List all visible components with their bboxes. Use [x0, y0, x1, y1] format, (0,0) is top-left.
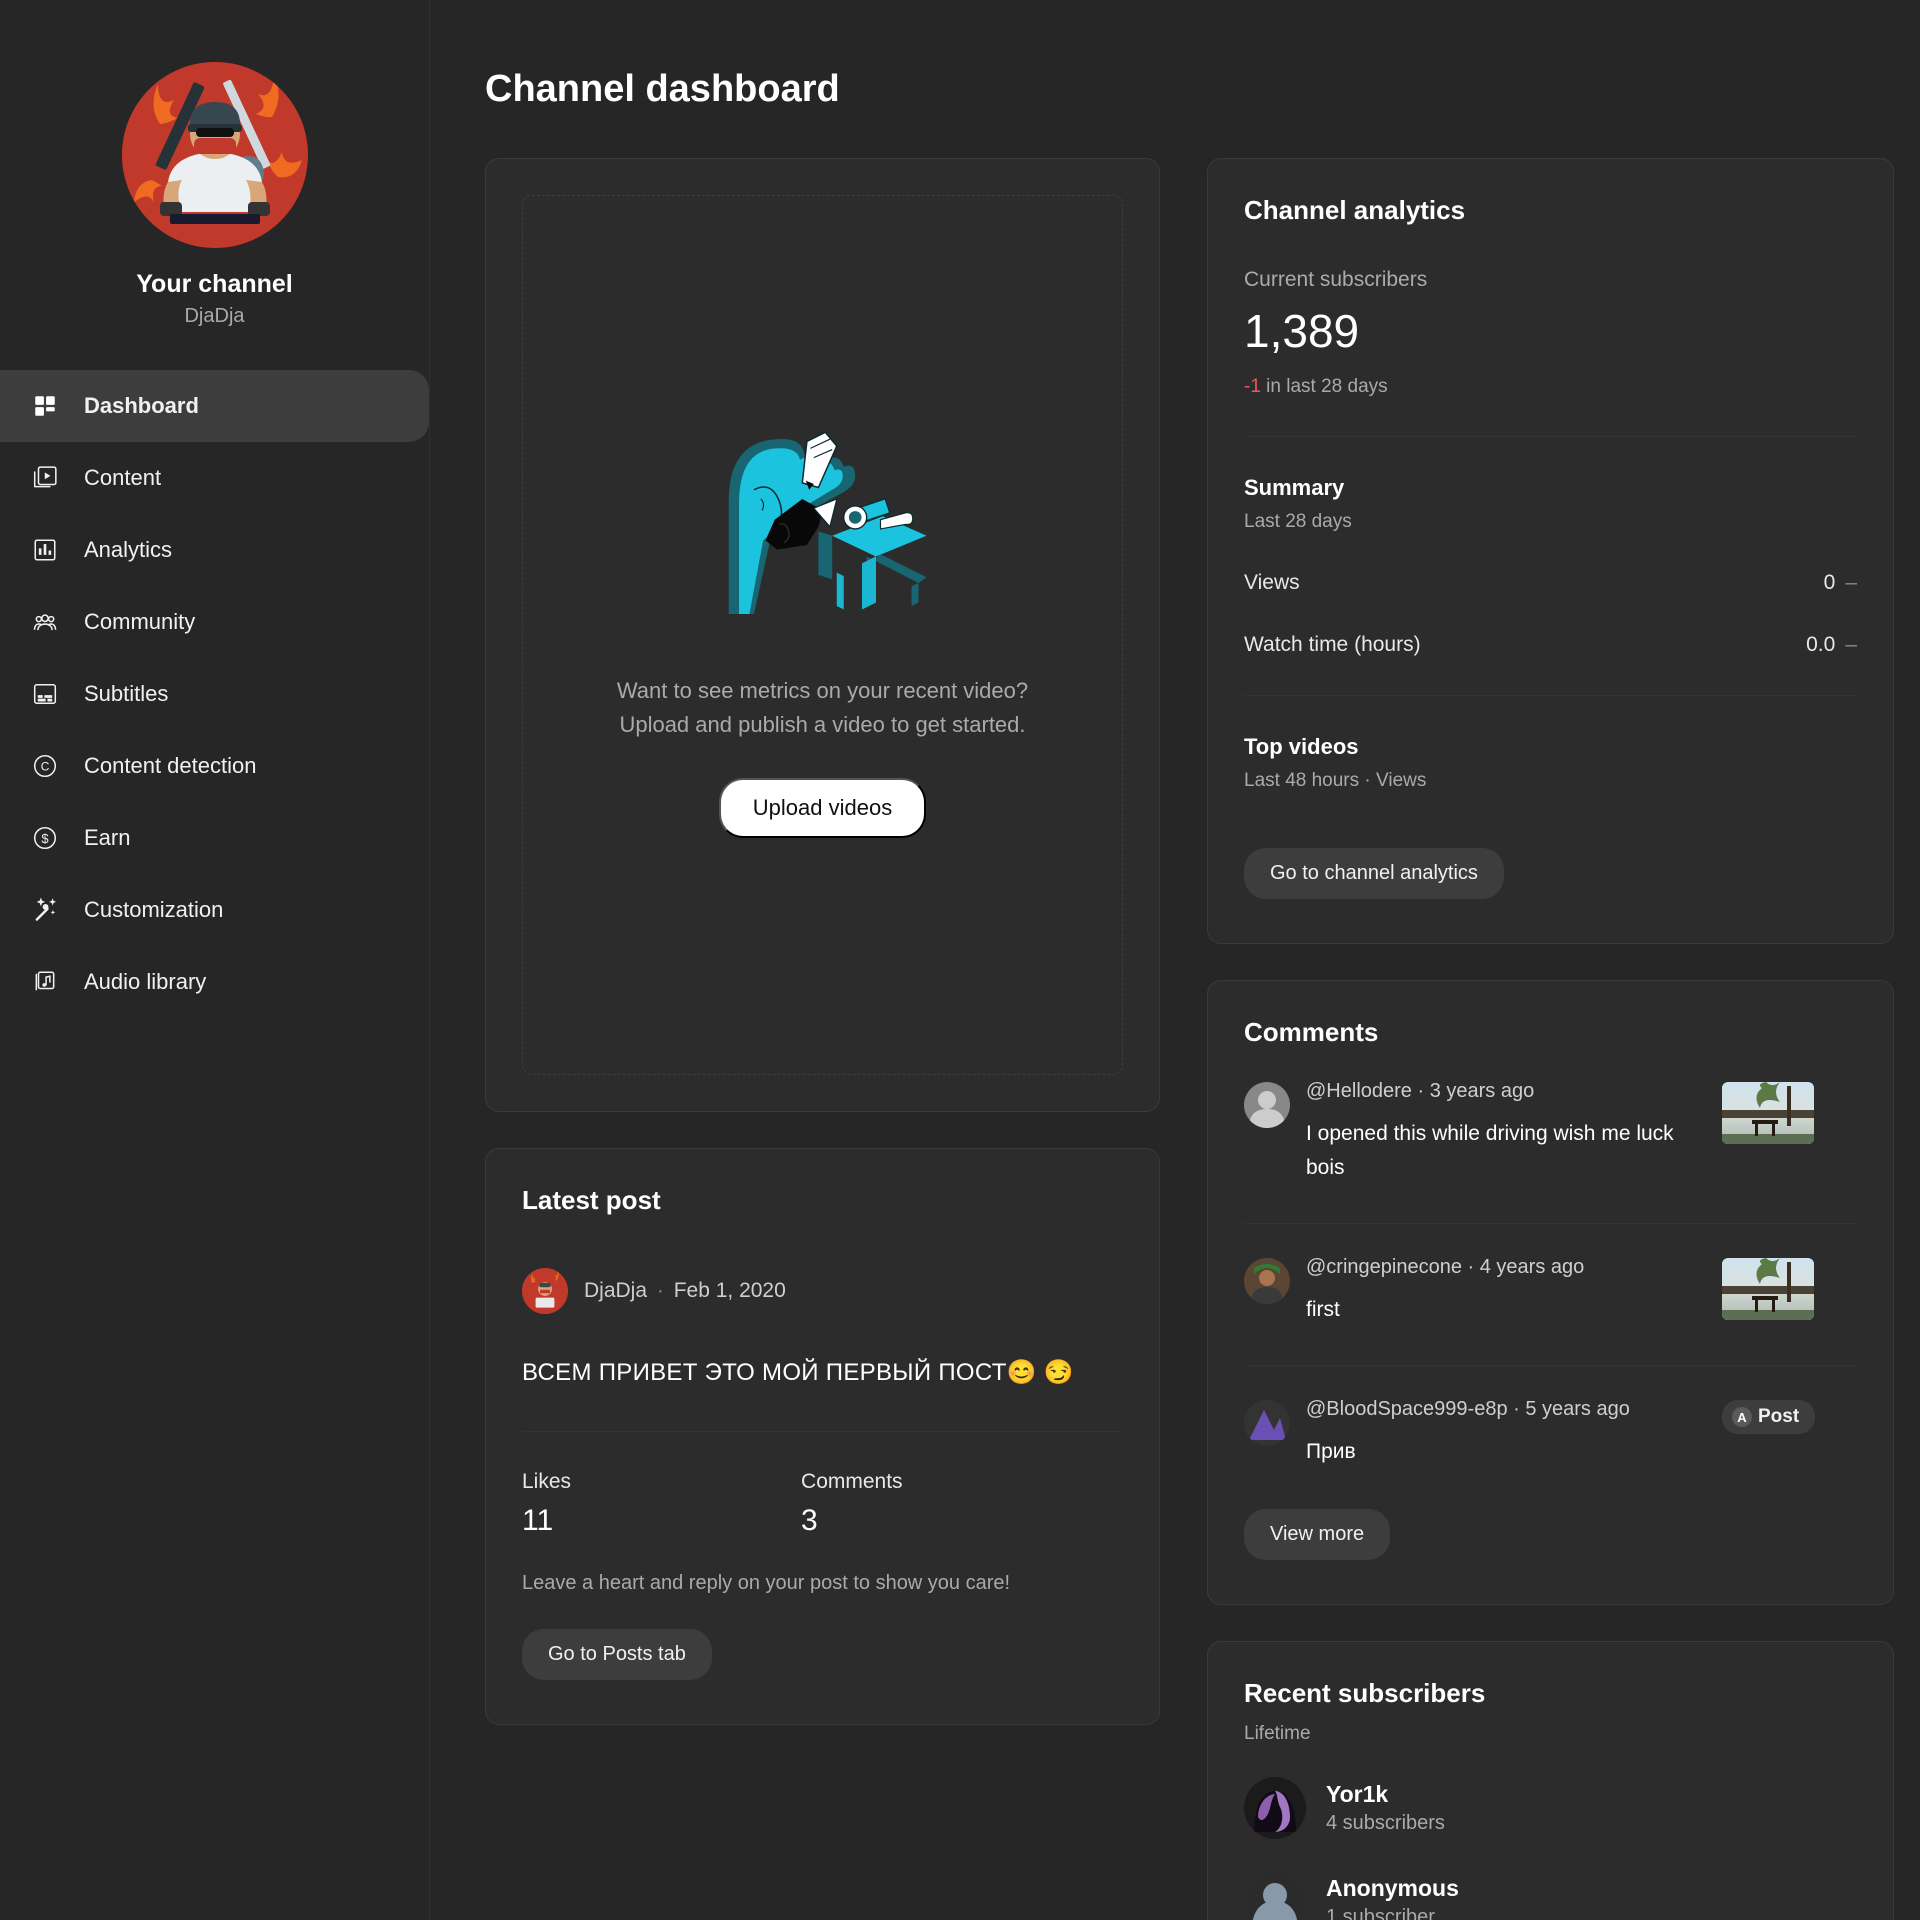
svg-text:$: $: [41, 831, 49, 846]
svg-text:C: C: [41, 760, 50, 774]
